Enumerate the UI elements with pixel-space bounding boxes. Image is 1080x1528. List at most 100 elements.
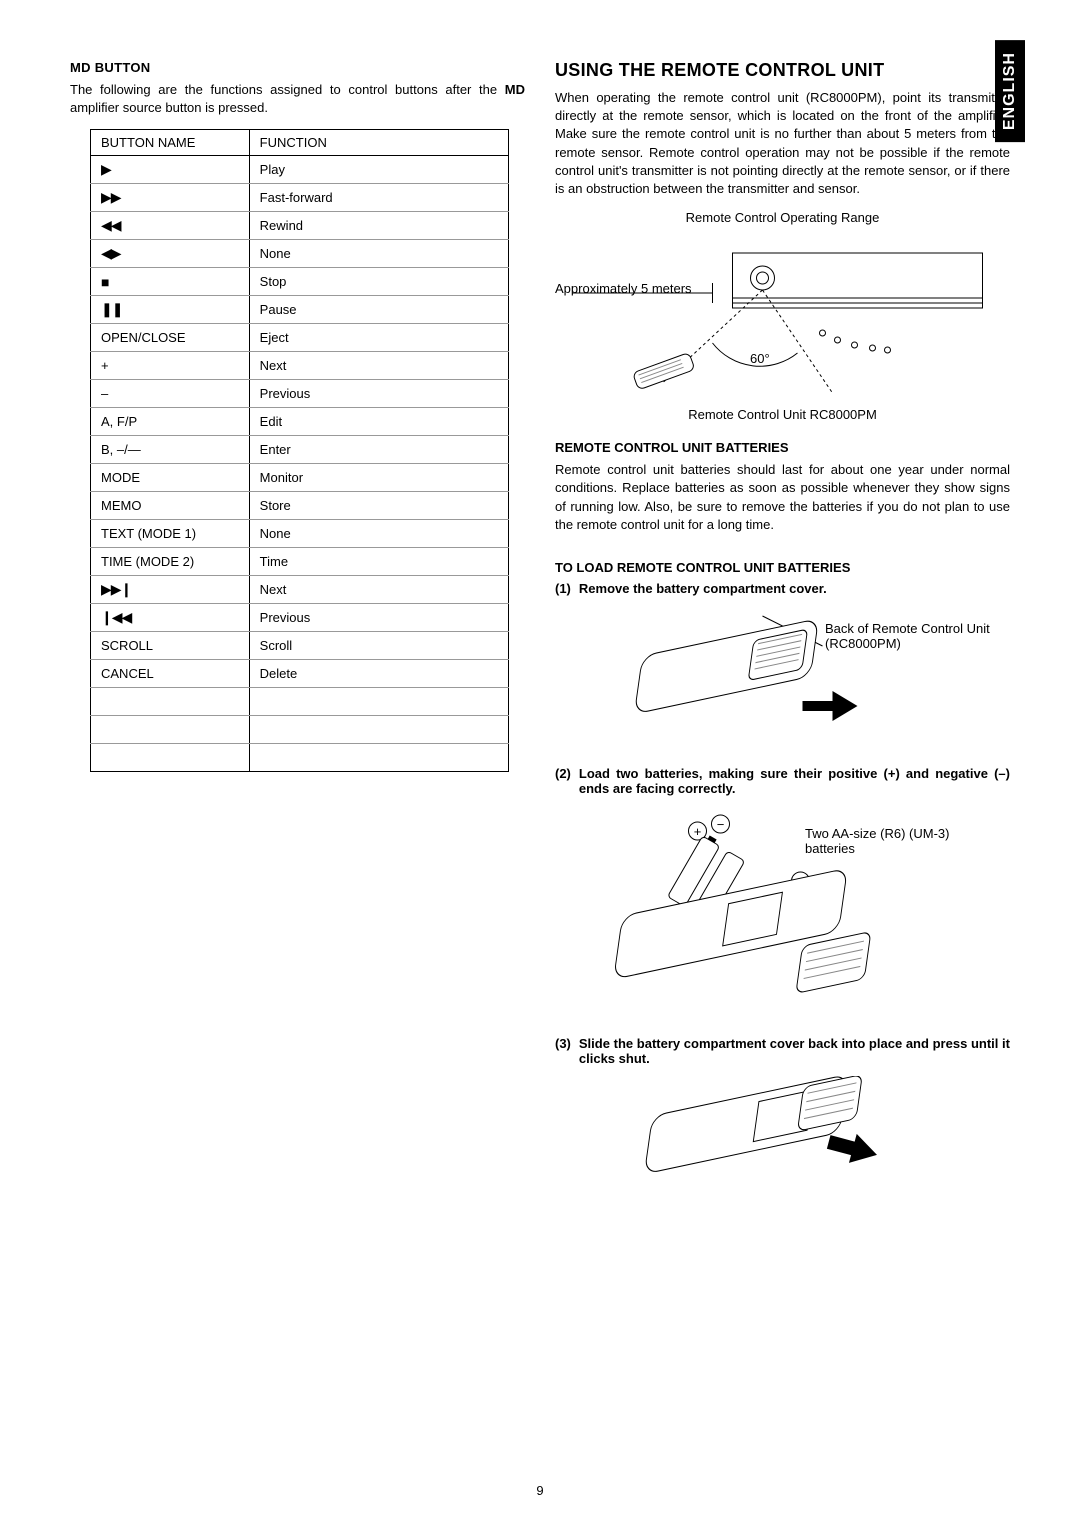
cell-button-name: ◀◀ [91,212,250,240]
right-column: USING THE REMOTE CONTROL UNIT When opera… [555,60,1010,1236]
left-column: MD BUTTON The following are the function… [70,60,525,1236]
table-row: MODEMonitor [91,464,509,492]
load-batteries-heading: TO LOAD REMOTE CONTROL UNIT BATTERIES [555,560,1010,575]
table-row: TEXT (MODE 1)None [91,520,509,548]
cell-function: None [249,520,508,548]
cell-function [249,744,508,772]
button-function-table: BUTTON NAME FUNCTION ▶Play▶▶Fast-forward… [90,129,509,772]
step-2-fig-label: Two AA-size (R6) (UM-3) batteries [805,826,995,856]
md-button-heading: MD BUTTON [70,60,525,75]
cell-function: Time [249,548,508,576]
language-tab: ENGLISH [995,40,1025,142]
cell-function: Next [249,576,508,604]
table-row: CANCELDelete [91,660,509,688]
table-row: MEMOStore [91,492,509,520]
step-2-text: Load two batteries, making sure their po… [579,766,1010,796]
cell-function: Fast-forward [249,184,508,212]
page-number: 9 [536,1483,543,1498]
step-1-num: (1) [555,581,571,596]
cell-button-name: ▶▶ [91,184,250,212]
range-caption: Remote Control Operating Range [555,210,1010,225]
table-row: +Next [91,352,509,380]
step-2-num: (2) [555,766,571,796]
step-2: (2) Load two batteries, making sure thei… [555,766,1010,796]
table-row [91,716,509,744]
cell-button-name: B, –/— [91,436,250,464]
table-row: OPEN/CLOSEEject [91,324,509,352]
cell-button-name: ▶▶❙ [91,576,250,604]
table-row: ▶▶❙Next [91,576,509,604]
page-content: MD BUTTON The following are the function… [70,60,1010,1236]
cell-function: Enter [249,436,508,464]
step-1: (1) Remove the battery compartment cover… [555,581,1010,596]
cell-function: Monitor [249,464,508,492]
cell-button-name: MODE [91,464,250,492]
svg-text:+: + [694,824,702,839]
cell-button-name [91,688,250,716]
table-row: A, F/PEdit [91,408,509,436]
step-1-fig-label: Back of Remote Control Unit (RC8000PM) [825,621,995,651]
table-row: SCROLLScroll [91,632,509,660]
svg-text:−: − [717,817,725,832]
cell-button-name: ▶ [91,156,250,184]
distance-label: Approximately 5 meters [555,281,692,296]
table-row: ◀◀Rewind [91,212,509,240]
cell-function [249,716,508,744]
cell-function: Pause [249,296,508,324]
using-remote-heading: USING THE REMOTE CONTROL UNIT [555,60,1010,81]
using-remote-intro: When operating the remote control unit (… [555,89,1010,198]
cell-button-name: OPEN/CLOSE [91,324,250,352]
range-svg [555,233,1010,413]
table-row: B, –/—Enter [91,436,509,464]
batteries-heading: REMOTE CONTROL UNIT BATTERIES [555,440,1010,455]
operating-range-diagram: Approximately 5 meters 60° [555,233,1010,413]
cell-function: Edit [249,408,508,436]
cell-button-name: – [91,380,250,408]
table-row [91,744,509,772]
cell-function [249,688,508,716]
md-intro-pre: The following are the functions assigned… [70,82,505,97]
cell-button-name: TEXT (MODE 1) [91,520,250,548]
cell-button-name [91,744,250,772]
table-row: ❙◀◀Previous [91,604,509,632]
step-3-figure [555,1076,1010,1206]
cell-function: Eject [249,324,508,352]
cell-function: Scroll [249,632,508,660]
step-2-figure: + − + − [555,806,1010,1006]
cell-button-name: ◀▶ [91,240,250,268]
cell-button-name: ❚❚ [91,296,250,324]
cell-function: Play [249,156,508,184]
md-intro-post: amplifier source button is pressed. [70,100,268,115]
cell-function: None [249,240,508,268]
table-row: ▶Play [91,156,509,184]
table-row [91,688,509,716]
cell-function: Previous [249,380,508,408]
step-3: (3) Slide the battery compartment cover … [555,1036,1010,1066]
cell-button-name: CANCEL [91,660,250,688]
cell-function: Stop [249,268,508,296]
step-3-text: Slide the battery compartment cover back… [579,1036,1010,1066]
md-intro-bold: MD [505,82,525,97]
table-row: ❚❚Pause [91,296,509,324]
cell-button-name: + [91,352,250,380]
step-1-figure: Back of Remote Control Unit (RC8000PM) [555,606,1010,736]
col-button-name: BUTTON NAME [91,130,250,156]
step-3-num: (3) [555,1036,571,1066]
md-intro: The following are the functions assigned… [70,81,525,117]
cell-function: Delete [249,660,508,688]
angle-label: 60° [750,351,770,366]
table-row: TIME (MODE 2)Time [91,548,509,576]
col-function: FUNCTION [249,130,508,156]
cell-function: Store [249,492,508,520]
cell-button-name: MEMO [91,492,250,520]
cell-button-name: ❙◀◀ [91,604,250,632]
cell-button-name: TIME (MODE 2) [91,548,250,576]
cell-button-name: A, F/P [91,408,250,436]
cell-button-name: SCROLL [91,632,250,660]
table-row: –Previous [91,380,509,408]
cell-button-name: ■ [91,268,250,296]
table-row: ▶▶Fast-forward [91,184,509,212]
table-row: ◀▶None [91,240,509,268]
cell-button-name [91,716,250,744]
cell-function: Previous [249,604,508,632]
